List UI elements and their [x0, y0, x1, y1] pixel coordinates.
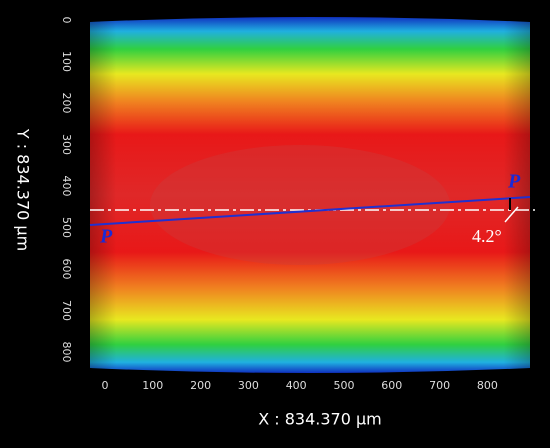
cylinder-shading — [90, 17, 530, 373]
x-tick-label: 100 — [142, 379, 163, 392]
x-tick-label: 600 — [381, 379, 402, 392]
x-tick-label: 0 — [102, 379, 109, 392]
x-tick-label: 700 — [429, 379, 450, 392]
x-tick-label: 400 — [286, 379, 307, 392]
point-label: P — [99, 226, 113, 248]
point-label: P — [507, 171, 521, 193]
x-tick-label: 200 — [190, 379, 211, 392]
x-axis-label: X : 834.370 μm — [258, 410, 382, 429]
profile-line — [89, 196, 531, 226]
y-tick-label: 400 — [60, 176, 73, 197]
y-tick-label: 700 — [60, 300, 73, 321]
wear-scar — [150, 145, 450, 265]
y-tick-label: 0 — [60, 17, 73, 24]
y-axis-label: Y : 834.370 μm — [14, 128, 33, 251]
y-tick-label: 200 — [60, 93, 73, 114]
y-tick-label: 500 — [60, 217, 73, 238]
angle-pointer — [504, 206, 519, 223]
x-tick-label: 300 — [238, 379, 259, 392]
angle-label: 4.2° — [472, 226, 502, 246]
x-tick-label: 800 — [477, 379, 498, 392]
y-tick-label: 600 — [60, 259, 73, 280]
y-tick-label: 300 — [60, 134, 73, 155]
x-tick-label: 500 — [334, 379, 355, 392]
y-tick-label: 800 — [60, 342, 73, 363]
y-tick-label: 100 — [60, 51, 73, 72]
